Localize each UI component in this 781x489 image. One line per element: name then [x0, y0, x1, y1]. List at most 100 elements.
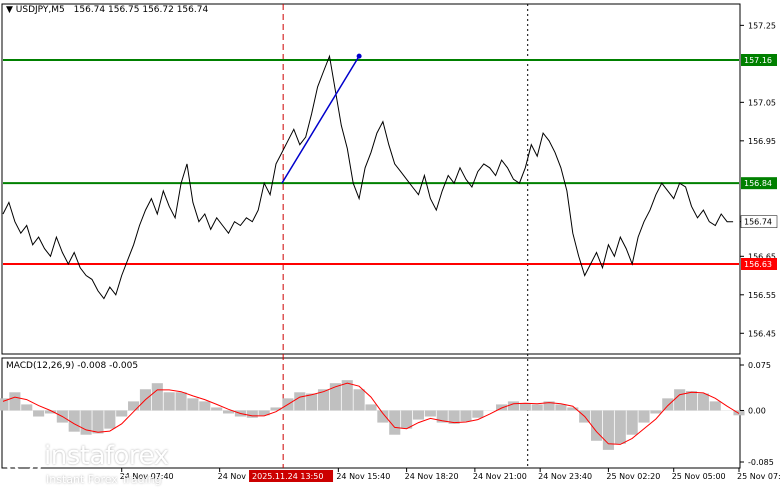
macd-histogram-bar [80, 410, 92, 435]
time-tick-label: 24 Nov 07:40 [120, 472, 174, 481]
macd-histogram-bar [151, 383, 163, 411]
cursor-time-bg [249, 470, 334, 482]
macd-histogram-bar [317, 389, 330, 411]
macd-histogram-bar [709, 401, 721, 411]
macd-histogram-bar [270, 407, 282, 411]
macd-histogram-bar [365, 404, 377, 411]
macd-histogram-bar [353, 389, 365, 411]
macd-histogram-bar [44, 410, 57, 414]
price-tick-label: 156.55 [748, 291, 776, 300]
macd-histogram-bar [163, 392, 175, 411]
macd-histogram-bar [104, 410, 116, 429]
time-tick-label: 25 Nov 05:00 [672, 472, 726, 481]
current-price-tag-bg [740, 215, 778, 228]
macd-label: MACD(12,26,9) -0.008 -0.005 [6, 361, 139, 371]
macd-histogram-bar [555, 404, 567, 411]
cursor-time-label: 2025.11.24 13:50 [252, 472, 323, 481]
macd-histogram-bar [507, 401, 520, 411]
macd-histogram-bar [697, 393, 709, 411]
trend-line[interactable] [281, 55, 360, 184]
macd-histogram-bar [92, 410, 104, 434]
time-tick-label: 25 Nov 02:20 [606, 472, 660, 481]
macd-histogram-bar [377, 410, 389, 423]
macd-histogram-bar [531, 404, 543, 411]
macd-tick-label: -0.085 [748, 458, 774, 467]
macd-histogram-bar [460, 410, 472, 422]
macd-histogram-bar [685, 391, 698, 411]
macd-histogram-bar [733, 410, 745, 416]
price-line[interactable] [2, 54, 734, 300]
macd-histogram-bar [128, 401, 140, 411]
price-plot[interactable] [2, 4, 739, 468]
time-tick-label: 24 Nov 18:20 [405, 472, 459, 481]
level-tag-label: 156.63 [744, 260, 772, 269]
level-tag-bg [741, 258, 777, 270]
macd-histogram-bar [650, 410, 662, 414]
price-axis: 157.25 157.05 156.95 156.74 156.65 156.55 156.… [740, 21, 778, 338]
time-tick-label: 25 Nov 07:40 [737, 472, 781, 481]
macd-histogram-bar [0, 398, 9, 411]
macd-histogram-bar [258, 410, 270, 416]
macd-plot[interactable] [0, 380, 745, 450]
time-tick-label: 24 Nov 23:40 [538, 472, 592, 481]
macd-histogram-bar [614, 410, 626, 444]
macd-histogram-bar [306, 393, 318, 411]
macd-histogram-bar [567, 407, 579, 411]
trend-line-anchor[interactable] [356, 53, 362, 59]
macd-tick-label: 0.075 [748, 361, 771, 370]
macd-histogram-bar [294, 392, 306, 411]
macd-histogram-bar [21, 404, 33, 411]
macd-histogram-bar [496, 404, 508, 411]
watermark: instaforex Instant Forex Trading [6, 441, 184, 487]
macd-histogram-bar [187, 398, 199, 411]
macd-histogram-bar [389, 410, 401, 435]
watermark-brand: instaforex [44, 441, 169, 471]
macd-histogram-bar [33, 410, 45, 417]
macd-histogram-bar [116, 410, 128, 417]
macd-histogram-bar [638, 410, 650, 423]
macd-histogram-bar [401, 410, 413, 429]
level-tag-label: 156.84 [744, 179, 772, 188]
macd-histogram-bar [602, 410, 614, 450]
macd-histogram-bar [626, 410, 638, 435]
macd-histogram-bar [543, 401, 555, 411]
macd-histogram-bar [68, 410, 80, 432]
macd-histogram-bar [199, 401, 211, 411]
macd-histogram-bar [329, 383, 341, 411]
macd-histogram-bar [436, 410, 448, 423]
macd-histogram-bar [590, 410, 603, 441]
dropdown-triangle-icon[interactable]: ▼ [6, 5, 13, 15]
macd-histogram-bar [175, 392, 187, 411]
price-tick-label: 156.95 [748, 137, 776, 146]
symbol-label: USDJPY,M5 [15, 5, 65, 15]
level-tag-bg [741, 54, 777, 66]
macd-histogram-bar [9, 392, 21, 411]
level-tag-bg [741, 177, 777, 190]
macd-histogram-bar [211, 407, 223, 411]
macd-histogram-bar [341, 380, 353, 411]
macd-signal-line[interactable] [2, 382, 740, 445]
macd-histogram-bar [674, 389, 686, 411]
macd-histogram-bar [412, 410, 425, 420]
macd-histogram-bar [662, 398, 674, 411]
price-panel-frame [1, 3, 741, 355]
macd-header: MACD(12,26,9) -0.008 -0.005 [6, 361, 138, 371]
time-tick-label: 24 Nov 10 [218, 472, 259, 481]
instaforex-logo-icon [6, 445, 42, 481]
price-tick-label: 157.05 [748, 98, 776, 107]
chart-header: ▼ USDJPY,M5 156.74 156.75 156.72 156.74 [6, 5, 208, 15]
price-tick-label: 156.65 [748, 252, 776, 261]
macd-histogram-bar [519, 403, 531, 411]
time-tick-label: 24 Nov 21:00 [473, 472, 527, 481]
price-tick-label: 156.45 [748, 329, 776, 338]
ohlc-values: 156.74 156.75 156.72 156.74 [73, 5, 209, 15]
price-tick-label: 157.25 [748, 21, 776, 30]
time-tick-label: 24 Nov 15:40 [336, 472, 390, 481]
macd-histogram-bar [448, 410, 460, 424]
macd-histogram-bar [424, 410, 436, 417]
macd-histogram-bar [222, 410, 235, 414]
macd-tick-label: 0.00 [748, 406, 766, 415]
macd-axis: 0.075 0.00 -0.085 [740, 361, 774, 467]
